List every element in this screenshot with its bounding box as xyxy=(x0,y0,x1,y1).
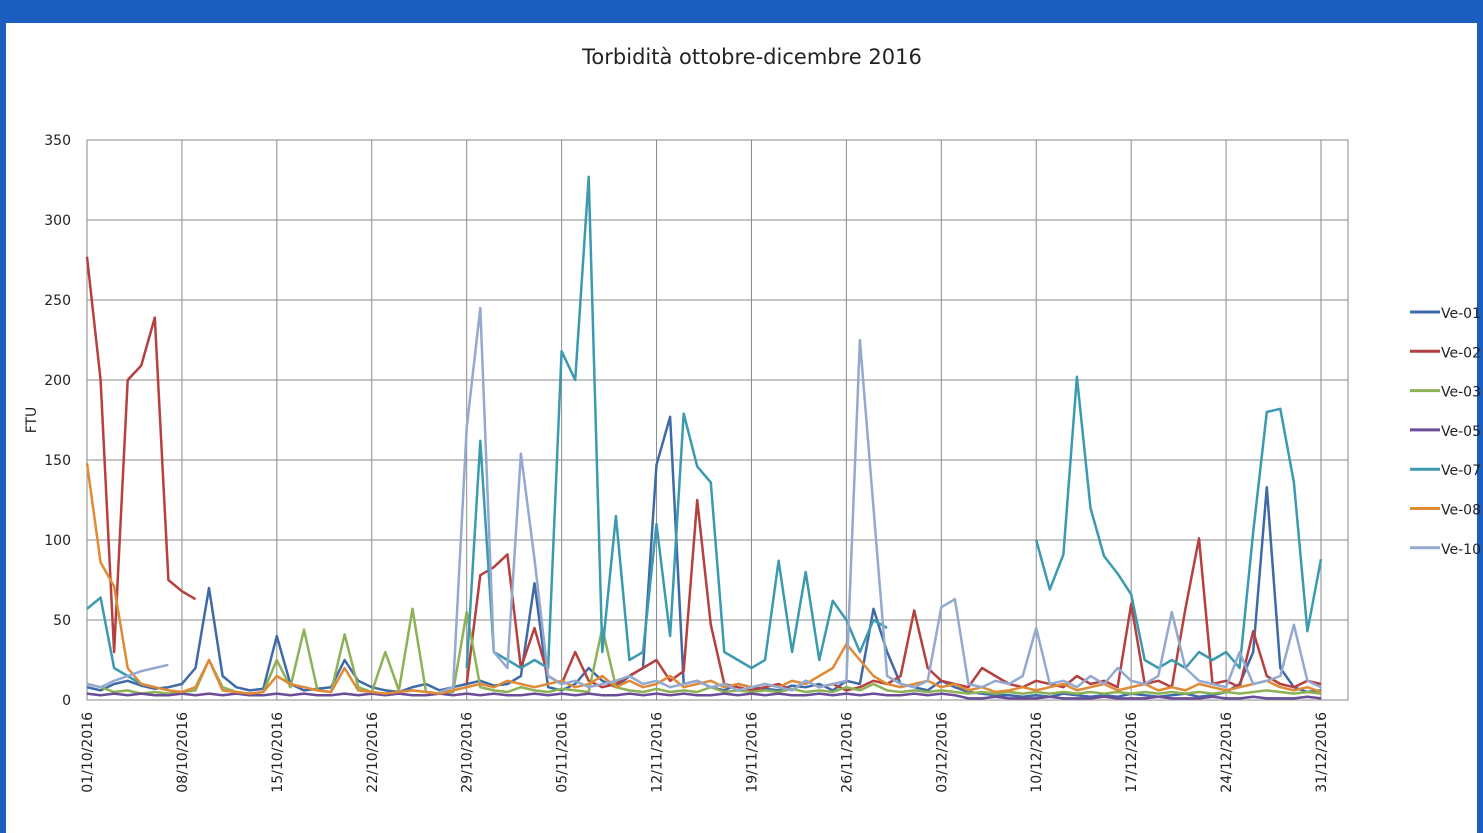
x-tick-label: 24/12/2016 xyxy=(1219,712,1235,793)
y-tick-label: 100 xyxy=(44,533,71,549)
legend-label: Ve-05 xyxy=(1441,424,1481,440)
x-tick-label: 31/12/2016 xyxy=(1314,712,1330,793)
series-line xyxy=(86,175,1323,689)
series-line xyxy=(86,306,1322,694)
y-tick-label: 300 xyxy=(44,213,71,229)
chart-title: Torbidità ottobre-dicembre 2016 xyxy=(581,45,922,69)
legend-label: Ve-01 xyxy=(1441,306,1481,322)
x-tick-label: 12/11/2016 xyxy=(650,712,666,793)
legend-label: Ve-03 xyxy=(1441,385,1481,401)
y-tick-label: 0 xyxy=(62,693,71,709)
y-tick-label: 150 xyxy=(44,453,71,469)
x-tick-label: 08/10/2016 xyxy=(175,712,191,793)
legend-label: Ve-02 xyxy=(1441,345,1481,361)
y-tick-label: 50 xyxy=(53,613,71,629)
x-tick-label: 03/12/2016 xyxy=(934,712,950,793)
y-tick-label: 200 xyxy=(44,373,71,389)
legend-label: Ve-10 xyxy=(1441,542,1481,558)
x-tick-label: 29/10/2016 xyxy=(460,712,476,793)
x-tick-label: 01/10/2016 xyxy=(80,712,96,793)
x-tick-label: 15/10/2016 xyxy=(270,712,286,793)
legend-label: Ve-08 xyxy=(1441,503,1481,519)
x-tick-label: 19/11/2016 xyxy=(744,712,760,793)
x-tick-label: 17/12/2016 xyxy=(1124,712,1140,793)
x-tick-label: 10/12/2016 xyxy=(1029,712,1045,793)
series-line xyxy=(85,463,1322,695)
y-axis-label: FTU xyxy=(24,407,40,434)
series-line xyxy=(86,692,1322,700)
x-tick-label: 26/11/2016 xyxy=(839,712,855,793)
x-tick-label: 22/10/2016 xyxy=(365,712,381,793)
y-tick-label: 350 xyxy=(44,133,71,149)
legend-label: Ve-07 xyxy=(1441,463,1481,479)
y-tick-label: 250 xyxy=(44,293,71,309)
x-tick-label: 05/11/2016 xyxy=(555,712,571,793)
plot-area xyxy=(86,139,1349,701)
series-line xyxy=(86,607,1322,695)
